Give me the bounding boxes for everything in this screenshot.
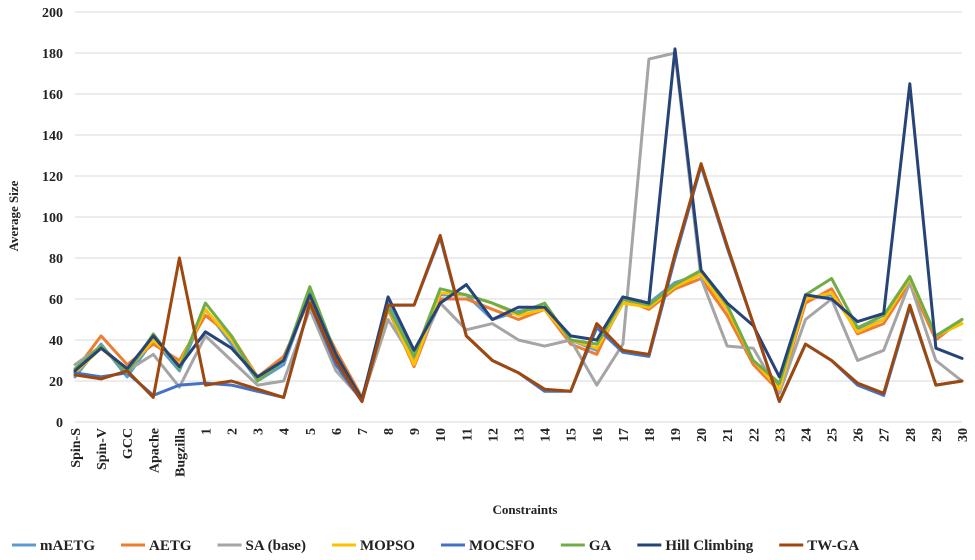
x-axis-ticks: Spin-S Spin-V GCC Apache Bugzilla 1 2 3 4 5 6 7 8 9 10… (69, 428, 971, 477)
series-line-sa-base (73, 51, 964, 401)
y-tick-label: 160 (42, 88, 63, 103)
x-tick-label: 3 (252, 428, 267, 435)
x-tick-label: 17 (617, 428, 632, 442)
legend-item: Hill Climbing (637, 538, 754, 554)
y-tick-label: 20 (49, 375, 63, 390)
x-tick-label: 15 (565, 428, 580, 442)
y-tick-label: 60 (49, 293, 63, 308)
y-axis-title: Average Size (6, 180, 21, 251)
x-tick-label: 9 (408, 428, 423, 435)
y-tick-label: 100 (42, 211, 63, 226)
x-tick-label: 24 (799, 428, 814, 442)
x-tick-label: 13 (513, 428, 528, 442)
legend: mAETG AETG SA (base) MOPSO MOCSFO GA Hill Clim… (12, 538, 859, 554)
x-tick-label: 28 (904, 428, 919, 442)
x-tick-label: 20 (695, 428, 710, 442)
x-tick-label: 5 (304, 428, 319, 435)
x-tick-label: 4 (278, 428, 293, 435)
y-tick-label: 40 (49, 334, 63, 349)
x-tick-label: 16 (591, 428, 606, 442)
x-tick-label: 10 (434, 428, 449, 442)
legend-item: mAETG (12, 538, 95, 554)
legend-label: AETG (149, 538, 192, 554)
x-tick-label: 27 (878, 428, 893, 442)
legend-item: TW-GA (779, 538, 859, 554)
legend-label: GA (589, 538, 612, 554)
x-tick-label: 1 (199, 428, 214, 435)
y-tick-label: 0 (56, 416, 63, 431)
y-tick-label: 120 (42, 170, 63, 185)
series-lines (73, 47, 964, 403)
x-tick-label: 22 (747, 428, 762, 442)
legend-item: MOPSO (331, 538, 415, 554)
series-line-tw-ga (73, 162, 964, 403)
legend-label: mAETG (40, 538, 95, 554)
x-tick-label: 6 (330, 428, 345, 435)
series-line-ga (73, 268, 964, 401)
series-line-mocsfo (73, 164, 964, 403)
legend-item: AETG (121, 538, 192, 554)
x-tick-label: 25 (826, 428, 841, 442)
x-tick-label: Spin-S (69, 428, 84, 468)
legend-item: MOCSFO (440, 538, 535, 554)
x-tick-label: 2 (226, 428, 241, 435)
series-line-hill-climbing (73, 47, 964, 401)
legend-label: TW-GA (807, 538, 859, 554)
y-tick-label: 80 (49, 252, 63, 267)
x-tick-label: 23 (773, 428, 788, 442)
y-axis-ticks: 0 20 40 60 80 100 120 140 160 180 200 (42, 6, 63, 431)
x-tick-label: 14 (539, 428, 554, 442)
x-tick-label: 7 (356, 428, 371, 435)
y-tick-label: 200 (42, 6, 63, 21)
x-tick-label: Apache (147, 428, 162, 473)
legend-label: Hill Climbing (665, 538, 753, 554)
x-tick-label: 19 (669, 428, 684, 442)
x-tick-label: 29 (930, 428, 945, 442)
x-axis-title: Constraints (492, 502, 557, 517)
x-tick-label: 12 (486, 428, 501, 442)
legend-item: SA (base) (217, 538, 306, 554)
x-tick-label: 26 (852, 428, 867, 442)
legend-label: MOPSO (360, 538, 415, 554)
x-tick-label: 30 (956, 428, 971, 442)
x-tick-label: Spin-V (95, 428, 110, 470)
x-tick-label: 18 (643, 428, 658, 442)
x-tick-label: GCC (121, 428, 136, 459)
y-tick-label: 140 (42, 129, 63, 144)
legend-label: SA (base) (246, 538, 306, 554)
x-tick-label: 8 (382, 428, 397, 435)
x-tick-label: Bugzilla (173, 428, 188, 477)
legend-label: MOCSFO (469, 538, 535, 554)
x-tick-label: 21 (721, 428, 736, 442)
x-tick-label: 11 (460, 428, 475, 441)
y-tick-label: 180 (42, 47, 63, 62)
legend-item: GA (560, 538, 612, 554)
